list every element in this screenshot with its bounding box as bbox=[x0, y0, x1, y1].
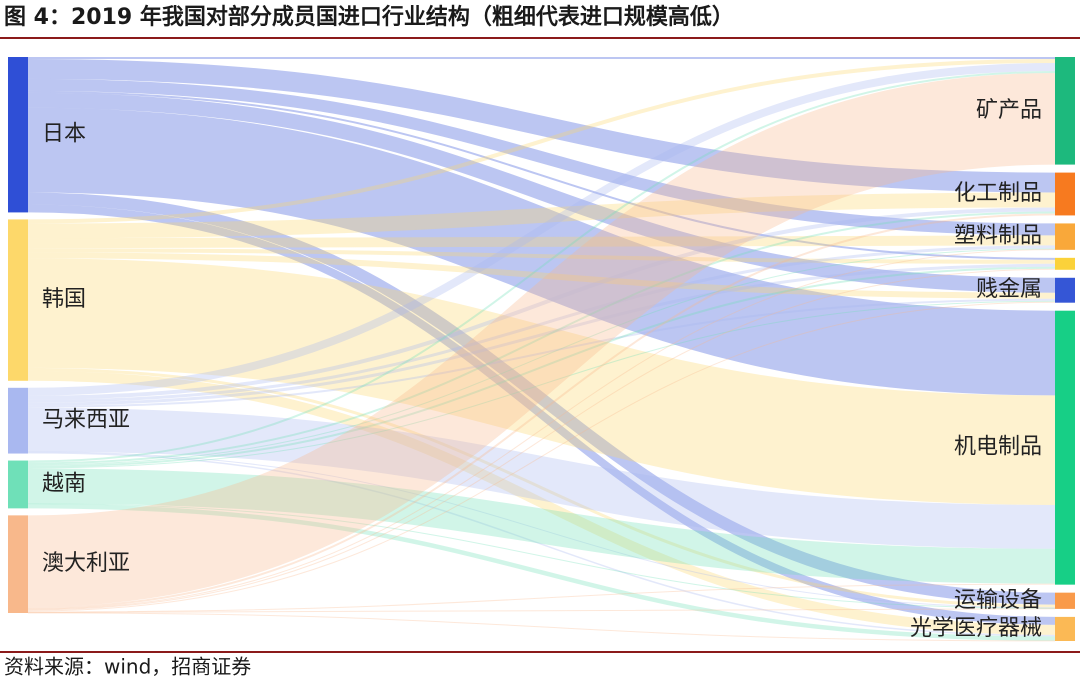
target-label: 贱金属 bbox=[976, 277, 1042, 302]
flow-link bbox=[27, 367, 1056, 608]
flow-link bbox=[27, 503, 1056, 641]
source-node bbox=[8, 57, 28, 213]
target-node bbox=[1055, 277, 1075, 303]
flow-link bbox=[27, 204, 1056, 625]
source-node bbox=[8, 515, 28, 613]
flow-link bbox=[27, 192, 1056, 605]
source-node bbox=[8, 460, 28, 509]
flow-link bbox=[27, 298, 1056, 408]
flow-link bbox=[27, 451, 1056, 609]
flow-link bbox=[27, 72, 1056, 608]
flow-link bbox=[27, 245, 1056, 403]
flow-link bbox=[27, 300, 1056, 469]
flow-link bbox=[27, 583, 1056, 613]
target-label: 运输设备 bbox=[954, 588, 1042, 613]
flow-link bbox=[27, 252, 1056, 299]
flow-link bbox=[27, 90, 1056, 260]
target-node bbox=[1055, 223, 1075, 250]
links bbox=[27, 56, 1056, 642]
flow-link bbox=[27, 58, 1056, 193]
flow-link bbox=[27, 192, 1056, 239]
target-label: 化工制品 bbox=[954, 181, 1042, 206]
target-node bbox=[1055, 57, 1075, 165]
flow-link bbox=[27, 248, 1056, 264]
flow-link bbox=[27, 207, 1056, 400]
target-node bbox=[1055, 257, 1075, 270]
source-note: 资料来源：wind，招商证券 bbox=[4, 655, 251, 679]
target-label: 光学医疗器械 bbox=[910, 616, 1042, 641]
flow-link bbox=[27, 268, 1056, 611]
flow-link bbox=[27, 258, 1056, 505]
target-node bbox=[1055, 616, 1075, 641]
flow-link bbox=[27, 107, 1056, 396]
flow-link bbox=[27, 235, 1056, 249]
flow-link bbox=[27, 249, 1056, 610]
flow-link bbox=[27, 92, 1056, 293]
flow-link bbox=[27, 78, 1056, 236]
flow-link bbox=[27, 301, 1056, 612]
target-node bbox=[1055, 592, 1075, 609]
source-label: 韩国 bbox=[42, 287, 86, 312]
flow-link bbox=[27, 468, 1056, 584]
flow-link bbox=[27, 213, 1056, 610]
target-label: 矿产品 bbox=[976, 98, 1042, 123]
flow-link bbox=[27, 370, 1056, 635]
flow-link bbox=[27, 612, 1056, 642]
source-label: 马来西亚 bbox=[42, 408, 130, 433]
flow-link bbox=[27, 266, 1056, 468]
target-label: 塑料制品 bbox=[954, 224, 1042, 249]
flow-link bbox=[27, 248, 1056, 466]
flow-link bbox=[27, 70, 1056, 463]
flow-link bbox=[27, 452, 1056, 637]
flow-link bbox=[27, 263, 1056, 406]
flow-link bbox=[27, 62, 1056, 396]
target-node bbox=[1055, 310, 1075, 585]
flow-link bbox=[27, 211, 1056, 465]
target-label: 机电制品 bbox=[954, 435, 1042, 460]
source-label: 越南 bbox=[42, 471, 86, 496]
flow-link bbox=[27, 407, 1056, 549]
source-node bbox=[8, 387, 28, 454]
flow-link bbox=[27, 503, 1056, 609]
source-label: 日本 bbox=[42, 122, 86, 147]
target-node bbox=[1055, 172, 1075, 216]
chart-title: 图 4：2019 年我国对部分成员国进口行业结构（粗细代表进口规模高低） bbox=[4, 4, 734, 30]
source-node bbox=[8, 219, 28, 381]
flow-link bbox=[27, 58, 1056, 224]
source-label: 澳大利亚 bbox=[42, 551, 130, 576]
